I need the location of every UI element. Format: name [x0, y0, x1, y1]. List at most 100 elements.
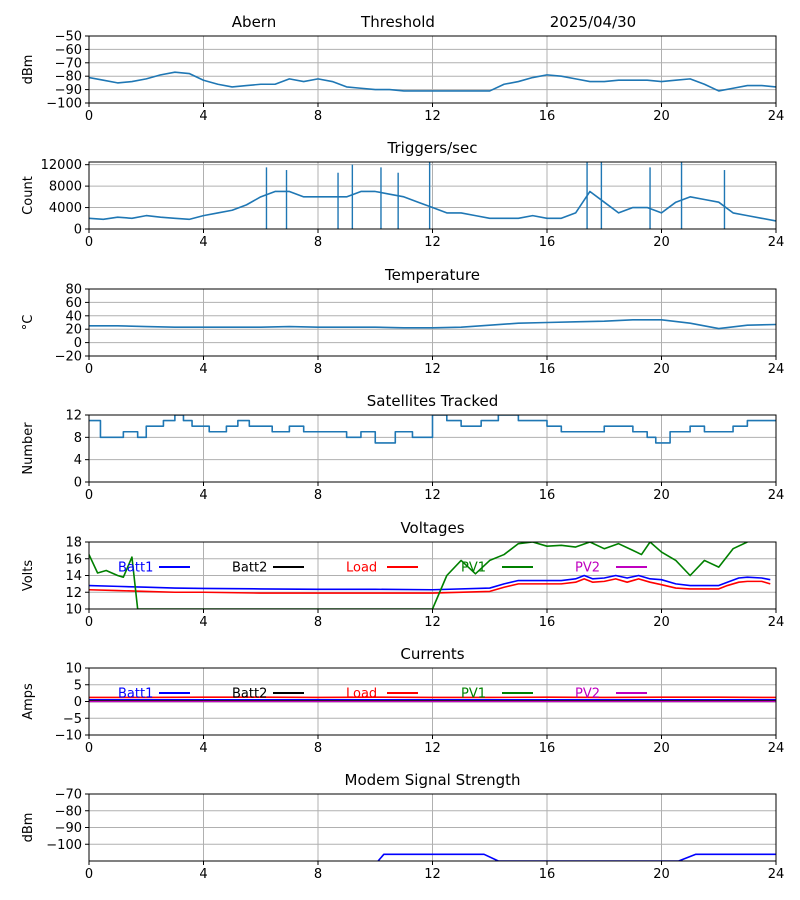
- legend-label-3: PV1: [461, 687, 486, 702]
- x-tick-label: 16: [539, 488, 556, 503]
- y-tick-label: 20: [65, 323, 82, 338]
- y-tick-label: 0: [74, 336, 82, 351]
- x-tick-label: 0: [85, 741, 93, 756]
- x-tick-label: 24: [768, 235, 785, 250]
- x-tick-label: 20: [653, 867, 670, 882]
- legend-label-2: Load: [346, 561, 377, 576]
- x-tick-label: 16: [539, 109, 556, 124]
- y-tick-label: −50: [55, 30, 82, 45]
- y-axis-label: dBm: [21, 813, 36, 843]
- y-tick-label: −70: [55, 788, 82, 803]
- y-tick-label: −100: [46, 97, 82, 112]
- series-line-0: [89, 71, 776, 92]
- x-tick-label: 20: [653, 615, 670, 630]
- x-tick-label: 8: [314, 235, 322, 250]
- y-tick-label: −60: [55, 43, 82, 58]
- plot-area: [89, 71, 776, 92]
- y-tick-label: 4: [74, 453, 82, 468]
- x-tick-label: 8: [314, 488, 322, 503]
- x-tick-label: 12: [424, 235, 441, 250]
- y-tick-label: 16: [65, 552, 82, 567]
- x-tick-label: 16: [539, 235, 556, 250]
- x-tick-label: 0: [85, 235, 93, 250]
- x-tick-label: 8: [314, 615, 322, 630]
- x-tick-label: 4: [199, 235, 207, 250]
- x-tick-label: 0: [85, 109, 93, 124]
- y-tick-label: 10: [65, 662, 82, 677]
- x-tick-label: 24: [768, 867, 785, 882]
- y-tick-label: −90: [55, 821, 82, 836]
- series-line-0: [89, 319, 776, 330]
- legend-label-0: Batt1: [118, 561, 153, 576]
- y-tick-label: 80: [65, 283, 82, 298]
- y-tick-label: −70: [55, 56, 82, 71]
- x-tick-label: 24: [768, 741, 785, 756]
- y-axis-label: Volts: [21, 560, 36, 592]
- y-tick-label: 14: [65, 569, 82, 584]
- header-station: Abern: [232, 13, 276, 31]
- y-axis-label: °C: [21, 315, 36, 331]
- series-line-0: [89, 415, 776, 444]
- y-tick-label: −100: [46, 838, 82, 853]
- x-tick-label: 8: [314, 362, 322, 377]
- figure-header: Abern Threshold 2025/04/30: [232, 13, 636, 31]
- x-tick-label: 4: [199, 741, 207, 756]
- x-tick-label: 20: [653, 362, 670, 377]
- x-tick-label: 0: [85, 362, 93, 377]
- x-tick-label: 0: [85, 488, 93, 503]
- header-label: Threshold: [360, 13, 435, 31]
- y-axis-label: Number: [21, 422, 36, 475]
- x-tick-label: 12: [424, 615, 441, 630]
- plot-area: [89, 319, 776, 330]
- series-line-3: [89, 542, 748, 609]
- y-tick-label: 4000: [49, 201, 82, 216]
- chart-panel-6: 0 4 8 12 16 20 24 −100 −90 −80−70 dBm Modem Signal …: [21, 771, 784, 882]
- y-tick-label: −20: [55, 350, 82, 365]
- y-tick-label: −5: [63, 712, 82, 727]
- chart-title: Triggers/sec: [387, 139, 478, 157]
- chart-panel-1: 0 4 8 12 16 20 24 0 4000 8000 12000 Count Triggers/s…: [21, 139, 784, 250]
- y-tick-label: −80: [55, 804, 82, 819]
- series-line-2: [89, 578, 771, 594]
- y-tick-label: −10: [55, 729, 82, 744]
- y-tick-label: 12000: [41, 158, 82, 173]
- chart-panel-3: 0 4 8 12 16 20 24 0 4 8 12 Number Satellites Tracked: [21, 392, 784, 503]
- x-tick-label: 12: [424, 488, 441, 503]
- x-tick-label: 12: [424, 867, 441, 882]
- x-tick-label: 20: [653, 109, 670, 124]
- y-tick-label: 10: [65, 603, 82, 618]
- x-tick-label: 4: [199, 488, 207, 503]
- x-tick-label: 16: [539, 741, 556, 756]
- x-tick-label: 0: [85, 867, 93, 882]
- legend-label-4: PV2: [575, 561, 600, 576]
- y-tick-label: 12: [65, 586, 82, 601]
- x-tick-label: 4: [199, 362, 207, 377]
- y-tick-label: 18: [65, 536, 82, 551]
- x-tick-label: 12: [424, 109, 441, 124]
- x-tick-label: 8: [314, 741, 322, 756]
- x-tick-label: 20: [653, 741, 670, 756]
- plot-area: [89, 162, 776, 229]
- x-tick-label: 4: [199, 109, 207, 124]
- x-tick-label: 16: [539, 615, 556, 630]
- y-tick-label: 40: [65, 309, 82, 324]
- plot-area: [377, 853, 776, 861]
- x-tick-label: 16: [539, 362, 556, 377]
- x-tick-label: 24: [768, 488, 785, 503]
- x-tick-label: 20: [653, 488, 670, 503]
- x-tick-label: 12: [424, 741, 441, 756]
- x-tick-label: 24: [768, 109, 785, 124]
- x-tick-label: 8: [314, 867, 322, 882]
- y-tick-label: 12: [65, 409, 82, 424]
- plot-area: [89, 696, 776, 703]
- x-tick-label: 20: [653, 235, 670, 250]
- x-tick-label: 24: [768, 615, 785, 630]
- plot-area: [89, 542, 771, 609]
- header-date: 2025/04/30: [550, 13, 636, 31]
- y-axis-label: dBm: [21, 55, 36, 85]
- plot-area: [89, 415, 776, 444]
